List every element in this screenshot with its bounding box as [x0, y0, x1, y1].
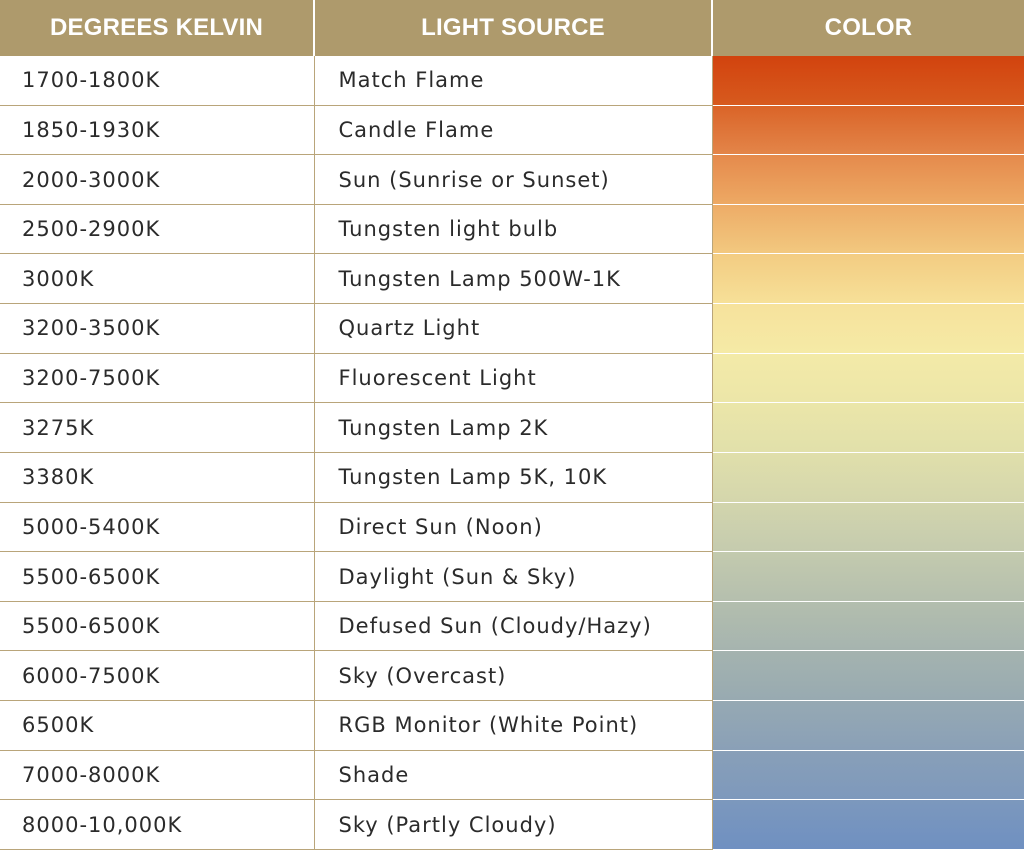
color-swatch-cell — [712, 154, 1024, 205]
color-swatch-cell — [712, 303, 1024, 354]
header-light-source: LIGHT SOURCE — [314, 0, 713, 56]
table-row: 2000-3000K Sun (Sunrise or Sunset) — [0, 154, 1024, 205]
color-swatch — [712, 800, 1024, 849]
table-row: 3275K Tungsten Lamp 2K — [0, 402, 1024, 453]
kelvin-range-cell: 8000-10,000K — [0, 799, 315, 850]
header-color: COLOR — [712, 0, 1024, 56]
light-source-cell: RGB Monitor (White Point) — [313, 700, 713, 751]
kelvin-range-cell: 1850-1930K — [0, 105, 315, 156]
table-row: 3380K Tungsten Lamp 5K, 10K — [0, 452, 1024, 503]
table-row: 3200-3500K Quartz Light — [0, 303, 1024, 354]
light-source-cell: Tungsten Lamp 2K — [313, 402, 713, 453]
color-swatch — [712, 403, 1024, 452]
color-swatch-cell — [712, 353, 1024, 404]
color-swatch-cell — [712, 452, 1024, 503]
light-source-cell: Sky (Overcast) — [313, 650, 713, 702]
color-swatch-cell — [712, 551, 1024, 602]
light-source-cell: Quartz Light — [313, 303, 713, 354]
color-swatch — [712, 353, 1024, 402]
color-swatch — [712, 651, 1024, 700]
color-swatch — [712, 254, 1024, 303]
color-swatch — [712, 701, 1024, 750]
kelvin-range-cell: 7000-8000K — [0, 750, 315, 801]
light-source-cell: Sun (Sunrise or Sunset) — [313, 154, 713, 205]
table-row: 1700-1800K Match Flame — [0, 56, 1024, 106]
light-source-cell: Direct Sun (Noon) — [313, 502, 713, 553]
color-swatch — [712, 552, 1024, 601]
header-degrees-kelvin: DEGREES KELVIN — [0, 0, 315, 56]
color-swatch — [712, 155, 1024, 204]
color-swatch — [712, 304, 1024, 353]
color-swatch-cell — [712, 799, 1024, 850]
light-source-cell: Daylight (Sun & Sky) — [313, 551, 713, 602]
kelvin-range-cell: 5500-6500K — [0, 551, 315, 602]
kelvin-range-cell: 3275K — [0, 402, 315, 453]
kelvin-range-cell: 6500K — [0, 700, 315, 751]
color-swatch — [712, 56, 1024, 105]
kelvin-range-cell: 3380K — [0, 452, 315, 503]
color-swatch-cell — [712, 700, 1024, 751]
color-swatch — [712, 204, 1024, 253]
color-swatch-cell — [712, 650, 1024, 702]
kelvin-range-cell: 6000-7500K — [0, 650, 315, 702]
kelvin-range-cell: 2500-2900K — [0, 204, 315, 255]
light-source-cell: Tungsten light bulb — [313, 204, 713, 255]
color-swatch-cell — [712, 56, 1024, 106]
kelvin-range-cell: 3000K — [0, 253, 315, 305]
color-swatch — [712, 105, 1024, 154]
color-swatch-cell — [712, 750, 1024, 801]
table-row: 1850-1930K Candle Flame — [0, 105, 1024, 156]
color-swatch-cell — [712, 502, 1024, 553]
table-row: 6500K RGB Monitor (White Point) — [0, 700, 1024, 751]
color-swatch-cell — [712, 105, 1024, 156]
header-row: DEGREES KELVIN LIGHT SOURCE COLOR — [0, 0, 1024, 56]
light-source-cell: Sky (Partly Cloudy) — [313, 799, 713, 850]
kelvin-range-cell: 2000-3000K — [0, 154, 315, 205]
table-row: 5500-6500K Defused Sun (Cloudy/Hazy) — [0, 601, 1024, 652]
color-swatch — [712, 452, 1024, 502]
table-row: 5500-6500K Daylight (Sun & Sky) — [0, 551, 1024, 602]
color-swatch-cell — [712, 402, 1024, 453]
kelvin-range-cell: 1700-1800K — [0, 56, 315, 106]
light-source-cell: Tungsten Lamp 5K, 10K — [313, 452, 713, 503]
light-source-cell: Defused Sun (Cloudy/Hazy) — [313, 601, 713, 652]
kelvin-range-cell: 5000-5400K — [0, 502, 315, 553]
table-row: 8000-10,000K Sky (Partly Cloudy) — [0, 799, 1024, 850]
light-source-cell: Candle Flame — [313, 105, 713, 156]
color-swatch — [712, 502, 1024, 551]
color-swatch-cell — [712, 204, 1024, 255]
color-swatch-cell — [712, 601, 1024, 652]
kelvin-range-cell: 3200-7500K — [0, 353, 315, 404]
table-header: DEGREES KELVIN LIGHT SOURCE COLOR — [0, 0, 1024, 56]
table-row: 7000-8000K Shade — [0, 750, 1024, 801]
light-source-cell: Fluorescent Light — [313, 353, 713, 404]
color-swatch — [712, 601, 1024, 650]
table-row: 3000K Tungsten Lamp 500W-1K — [0, 253, 1024, 305]
table-row: 2500-2900K Tungsten light bulb — [0, 204, 1024, 255]
kelvin-range-cell: 5500-6500K — [0, 601, 315, 652]
table-body: 1700-1800K Match Flame 1850-1930K Candle Fl… — [0, 56, 1024, 850]
color-swatch — [712, 750, 1024, 799]
kelvin-range-cell: 3200-3500K — [0, 303, 315, 354]
light-source-cell: Shade — [313, 750, 713, 801]
table-row: 3200-7500K Fluorescent Light — [0, 353, 1024, 404]
color-swatch-cell — [712, 253, 1024, 305]
table-row: 5000-5400K Direct Sun (Noon) — [0, 502, 1024, 553]
light-source-cell: Match Flame — [313, 56, 713, 106]
table-row: 6000-7500K Sky (Overcast) — [0, 650, 1024, 702]
light-source-cell: Tungsten Lamp 500W-1K — [313, 253, 713, 305]
